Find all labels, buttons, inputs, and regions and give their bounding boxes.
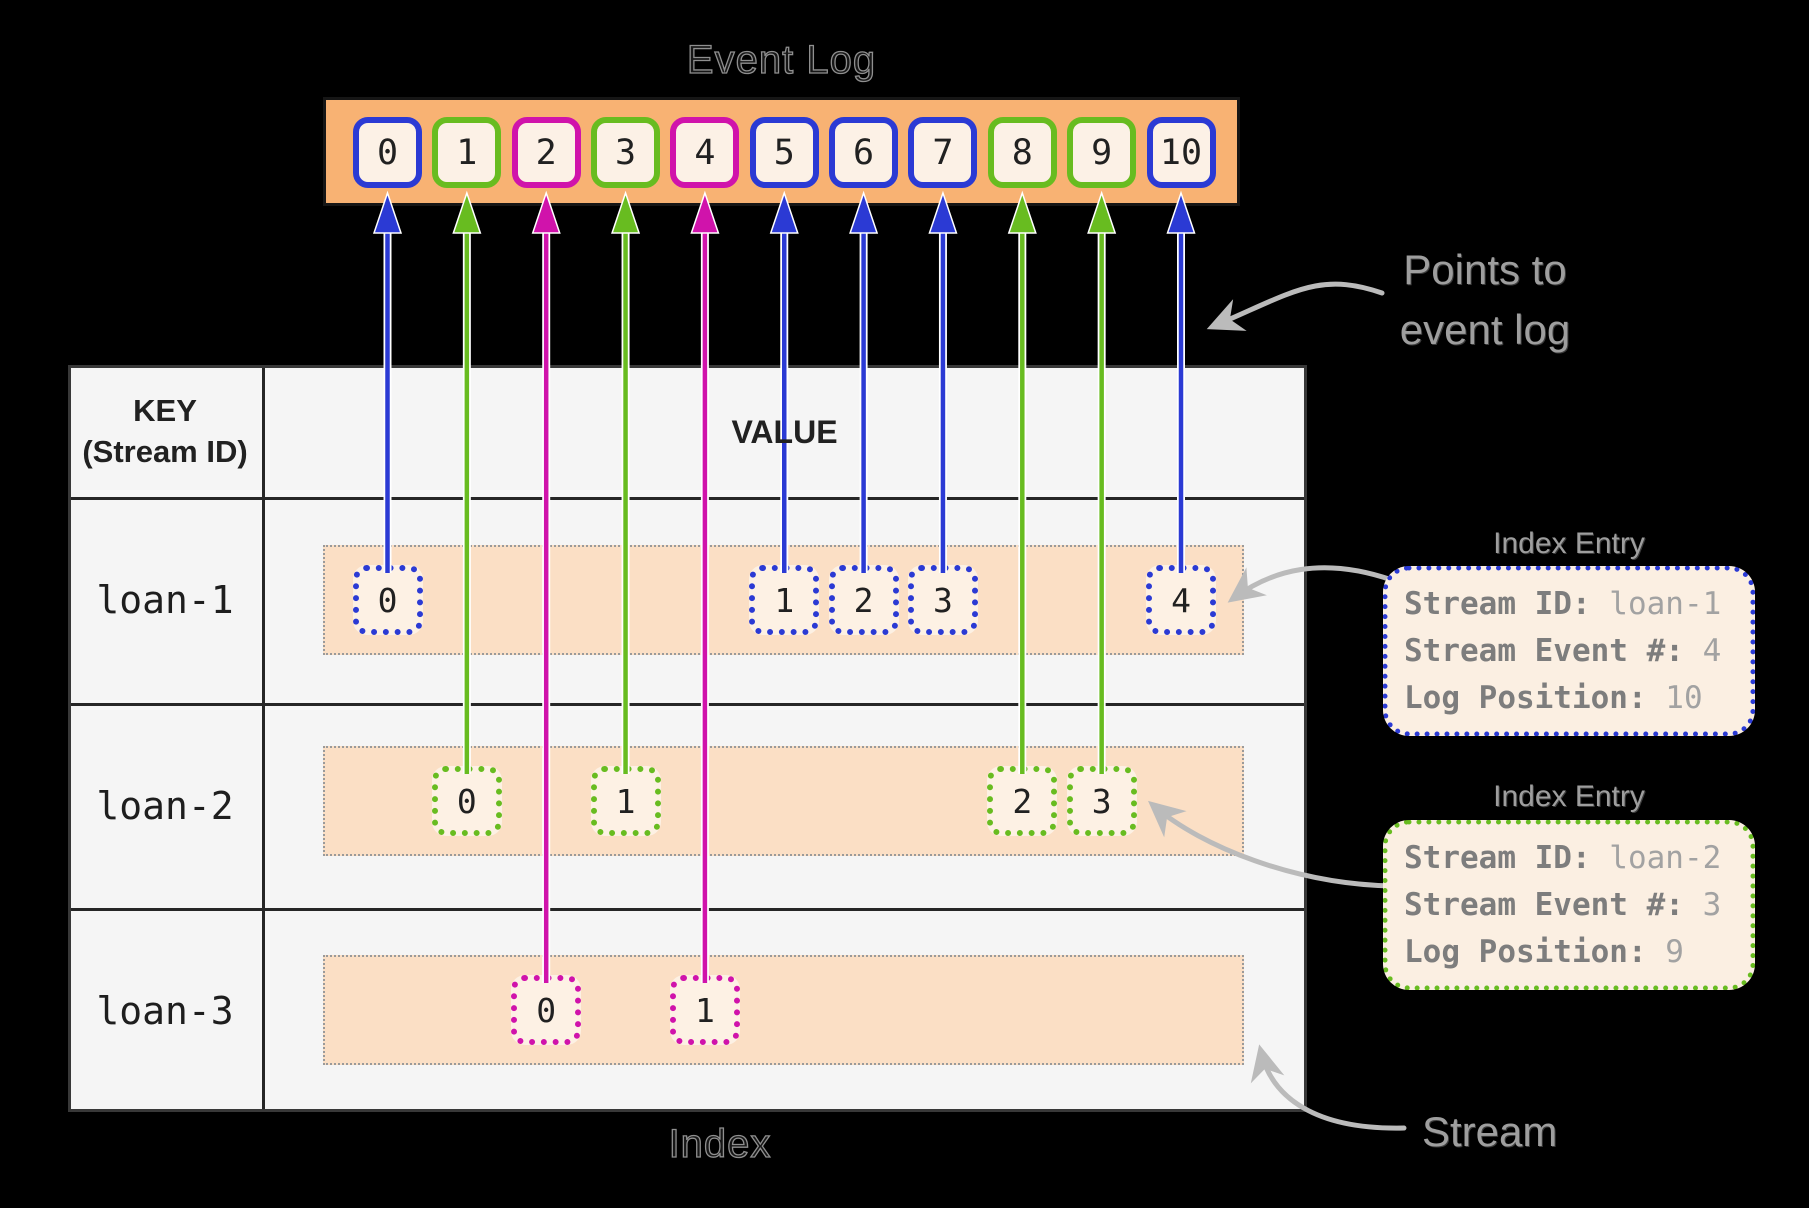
index-entry-2-title: Index Entry bbox=[1493, 780, 1645, 813]
index-caption: Index bbox=[668, 1121, 772, 1166]
index-box-loan-1-2: 2 bbox=[828, 565, 899, 635]
points-to-line1: Points to bbox=[1403, 246, 1567, 293]
index-box-loan-2-3: 3 bbox=[1066, 766, 1137, 836]
index-box-loan-1-1: 1 bbox=[749, 565, 820, 635]
log-cell-10: 10 bbox=[1146, 117, 1216, 188]
entry-field-label: Log Position: bbox=[1404, 934, 1647, 970]
points-to-label: Points to event log bbox=[1340, 240, 1630, 359]
entry-field-label: Log Position: bbox=[1404, 680, 1647, 716]
index-box-loan-2-1: 1 bbox=[590, 766, 661, 836]
entry-field-value: 3 bbox=[1683, 887, 1722, 923]
log-cell-1: 1 bbox=[432, 117, 502, 188]
key-header-line1: KEY bbox=[133, 393, 197, 428]
event-log-bar: 0 1 2 3 4 5 6 7 8 9 10 bbox=[323, 97, 1240, 206]
entry-field-label: Stream Event #: bbox=[1404, 887, 1684, 923]
index-entry-row: Stream Event #: 3 bbox=[1404, 882, 1734, 929]
entry-field-value: 9 bbox=[1646, 934, 1684, 970]
log-cell-6: 6 bbox=[829, 117, 899, 188]
stream-label: Stream bbox=[1422, 1108, 1558, 1155]
entry-field-value: 10 bbox=[1646, 680, 1703, 716]
key-header: KEY (Stream ID) bbox=[68, 390, 262, 472]
event-log-title: Event Log bbox=[686, 37, 877, 82]
entry-field-label: Stream ID: bbox=[1404, 586, 1591, 622]
index-box-loan-1-4: 4 bbox=[1146, 565, 1216, 635]
index-entry-1-box: Stream ID: loan-1 Stream Event #: 4 Log Po… bbox=[1383, 566, 1755, 736]
index-box-loan-3-1: 1 bbox=[669, 975, 740, 1045]
index-entry-row: Log Position: 10 bbox=[1404, 675, 1734, 722]
log-cell-3: 3 bbox=[591, 117, 661, 188]
log-cell-5: 5 bbox=[749, 117, 819, 188]
key-header-line2: (Stream ID) bbox=[82, 434, 248, 469]
log-cell-9: 9 bbox=[1067, 117, 1137, 188]
entry-field-value: loan-1 bbox=[1590, 586, 1722, 622]
log-cell-0: 0 bbox=[353, 117, 422, 188]
index-entry-row: Stream ID: loan-1 bbox=[1404, 581, 1734, 628]
row-label-loan-2: loan-2 bbox=[96, 784, 234, 828]
row-label-loan-3: loan-3 bbox=[96, 989, 234, 1033]
log-cell-4: 4 bbox=[670, 117, 740, 188]
row-divider-1 bbox=[71, 703, 1304, 706]
index-box-loan-1-0: 0 bbox=[352, 565, 423, 635]
index-entry-row: Stream ID: loan-2 bbox=[1404, 835, 1734, 882]
entry-field-label: Stream ID: bbox=[1404, 840, 1591, 876]
log-cell-8: 8 bbox=[987, 117, 1057, 188]
index-box-loan-3-0: 0 bbox=[511, 975, 582, 1045]
index-box-loan-1-3: 3 bbox=[907, 565, 978, 635]
index-entry-2-box: Stream ID: loan-2 Stream Event #: 3 Log Po… bbox=[1383, 820, 1755, 990]
row-divider-2 bbox=[71, 908, 1304, 911]
log-cell-2: 2 bbox=[511, 117, 581, 188]
index-box-loan-2-2: 2 bbox=[987, 766, 1058, 836]
value-header: VALUE bbox=[731, 414, 838, 450]
entry-field-value: loan-2 bbox=[1590, 840, 1722, 876]
index-entry-row: Log Position: 9 bbox=[1404, 929, 1734, 976]
column-divider bbox=[262, 368, 265, 1109]
entry-field-value: 4 bbox=[1683, 633, 1722, 669]
points-to-line2: event log bbox=[1399, 305, 1571, 353]
log-cell-7: 7 bbox=[908, 117, 978, 188]
row-label-loan-1: loan-1 bbox=[96, 578, 234, 622]
index-entry-row: Stream Event #: 4 bbox=[1404, 628, 1734, 675]
index-entry-1-title: Index Entry bbox=[1493, 527, 1645, 560]
entry-field-label: Stream Event #: bbox=[1404, 633, 1684, 669]
header-divider bbox=[71, 497, 1304, 500]
index-box-loan-2-0: 0 bbox=[431, 766, 502, 836]
